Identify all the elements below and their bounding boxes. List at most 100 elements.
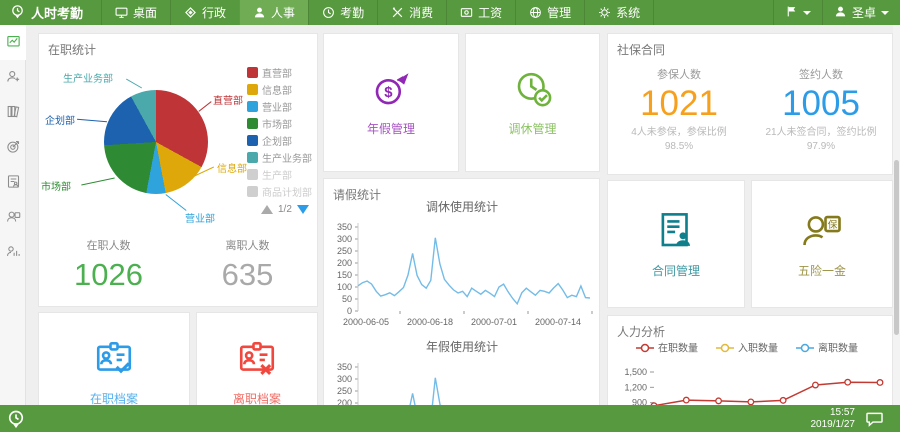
legend-swatch — [247, 101, 258, 112]
overtime-leave-icon — [512, 68, 554, 110]
overtime-leave-card[interactable]: 调休管理 — [465, 33, 600, 172]
pie-label: 企划部 — [45, 116, 75, 127]
person-stats-icon — [6, 244, 21, 262]
sidebar-item-dashboard-icon[interactable] — [0, 25, 26, 60]
target-icon — [6, 139, 21, 157]
sidebar-item-add-person-icon[interactable] — [0, 60, 26, 95]
manage-icon — [529, 6, 542, 19]
user-dropdown[interactable]: 圣卓 — [821, 0, 900, 25]
page-up-icon[interactable] — [261, 205, 273, 214]
hr-icon — [253, 6, 266, 19]
chat-bubble-icon[interactable] — [865, 409, 884, 428]
svg-text:50: 50 — [342, 294, 352, 304]
legend-item-直营部[interactable]: 直营部 — [247, 64, 312, 81]
dashboard-icon — [6, 34, 21, 52]
legend-item-营业部[interactable]: 营业部 — [247, 98, 312, 115]
svg-text:2000-07-01: 2000-07-01 — [471, 317, 517, 327]
svg-text:离职数量: 离职数量 — [818, 342, 858, 355]
svg-text:保: 保 — [828, 218, 838, 230]
onduty-archive-card[interactable]: 在职档案 — [38, 312, 190, 405]
social-contract-card: 社保合同 参保人数 1021 4人未参保，参保比例 98.5% 签约人数 100… — [607, 33, 893, 175]
pie-leader-line — [81, 177, 115, 186]
quick-card-label: 在职档案 — [89, 391, 138, 406]
nav-item-人事[interactable]: 人事 — [239, 0, 309, 25]
nav-item-桌面[interactable]: 桌面 — [101, 0, 170, 25]
resigned-archive-icon — [236, 338, 278, 380]
resigned-archive-card[interactable]: 离职档案 — [196, 312, 318, 405]
legend-swatch — [247, 169, 258, 180]
language-dropdown[interactable] — [772, 0, 822, 25]
quick-card-label: 年假管理 — [366, 122, 415, 136]
insured-person-icon — [6, 209, 21, 227]
top-navbar: 人时考勤 桌面 行政 人事 考勤 消费 工资 管理 系统 圣卓 — [0, 0, 900, 25]
svg-text:250: 250 — [337, 246, 352, 256]
chevron-down-icon — [881, 10, 889, 15]
svg-text:1,500: 1,500 — [624, 367, 647, 377]
svg-text:300: 300 — [337, 374, 352, 384]
legend-item-生产业务部[interactable]: 生产业务部 — [247, 149, 312, 166]
contract-management-card[interactable]: 合同管理 — [607, 180, 745, 308]
contract-file-icon — [6, 174, 21, 192]
annual-leave-icon: $ — [370, 68, 412, 110]
consume-icon — [391, 6, 404, 19]
sidebar-item-contract-file-icon[interactable] — [0, 165, 26, 200]
card-title: 人力分析 — [617, 325, 666, 339]
pie-leader-line — [125, 78, 143, 89]
user-icon — [834, 5, 847, 21]
headcount-stats: 在职人数 1026 离职人数 635 — [39, 237, 317, 293]
admin-icon — [184, 6, 197, 19]
sidebar-item-insured-person-icon[interactable] — [0, 200, 26, 235]
legend-item-生产部[interactable]: 生产部 — [247, 166, 312, 183]
social-insurance-card[interactable]: 保五险一金 — [751, 180, 893, 308]
svg-text:2000-06-18: 2000-06-18 — [407, 317, 453, 327]
overtime-leave-usage-chart[interactable]: 调休使用统计 0 50 100 150 200 250 300 350 2000-06-05 200… — [324, 197, 600, 335]
nav-item-系统[interactable]: 系统 — [584, 0, 655, 25]
quick-card-label: 调休管理 — [508, 122, 557, 136]
page-down-icon[interactable] — [296, 205, 309, 214]
legend-item-商品计划部[interactable]: 商品计划部 — [247, 183, 312, 200]
signed-stat: 签约人数 1005 21人未签合同，签约比例 97.9% — [765, 69, 877, 152]
user-name: 圣卓 — [851, 6, 876, 20]
chevron-down-icon — [802, 10, 811, 15]
nav-item-工资[interactable]: 工资 — [446, 0, 515, 25]
sidebar-item-archive-books-icon[interactable] — [0, 95, 26, 130]
annual-leave-card[interactable]: $ 年假管理 — [323, 33, 459, 172]
legend-swatch — [247, 186, 258, 197]
nav-item-消费[interactable]: 消费 — [377, 0, 446, 25]
svg-text:入职数量: 入职数量 — [738, 342, 778, 355]
resigned-count: 离职人数 635 — [221, 240, 274, 292]
svg-text:200: 200 — [337, 258, 352, 268]
sidebar-item-target-icon[interactable] — [0, 130, 26, 165]
svg-text:调休使用统计: 调休使用统计 — [426, 199, 498, 214]
svg-text:900: 900 — [632, 398, 647, 405]
legend-item-市场部[interactable]: 市场部 — [247, 115, 312, 132]
dashboard-content: 在职统计 直营部 信息部 营业部 市场部 企划部 生产业务部 直营部 信息部 营业部 市场部 企划… — [26, 25, 893, 405]
onduty-statistics-card: 在职统计 直营部 信息部 营业部 市场部 企划部 生产业务部 直营部 信息部 营业部 市场部 企划… — [38, 33, 318, 307]
sidebar-item-person-stats-icon[interactable] — [0, 235, 26, 270]
scrollbar-thumb[interactable] — [894, 160, 899, 335]
svg-text:1,200: 1,200 — [624, 382, 647, 392]
pie-leader-line — [165, 194, 187, 211]
department-pie-chart[interactable] — [104, 90, 208, 194]
svg-text:350: 350 — [337, 222, 352, 232]
pie-leader-line — [77, 118, 107, 123]
svg-text:200: 200 — [337, 398, 352, 405]
desktop-icon — [115, 6, 128, 19]
quick-card-label: 合同管理 — [651, 263, 700, 278]
legend-item-企划部[interactable]: 企划部 — [247, 132, 312, 149]
legend-item-信息部[interactable]: 信息部 — [247, 81, 312, 98]
nav-item-考勤[interactable]: 考勤 — [308, 0, 377, 25]
bottom-statusbar: 15:57 2019/1/27 — [0, 405, 900, 432]
annual-leave-usage-chart[interactable]: 年假使用统计0501001502002503003502000-06-05200… — [324, 337, 600, 405]
nav-item-行政[interactable]: 行政 — [170, 0, 239, 25]
pie-label: 信息部 — [217, 164, 247, 175]
vertical-scrollbar — [893, 25, 900, 405]
add-person-icon — [6, 69, 21, 87]
contract-doc-icon — [655, 210, 697, 252]
card-title: 在职统计 — [48, 43, 97, 57]
svg-text:0: 0 — [347, 306, 352, 316]
onduty-count: 在职人数 1026 — [74, 240, 143, 292]
nav-item-管理[interactable]: 管理 — [515, 0, 584, 25]
app-logo[interactable]: 人时考勤 — [0, 0, 101, 25]
